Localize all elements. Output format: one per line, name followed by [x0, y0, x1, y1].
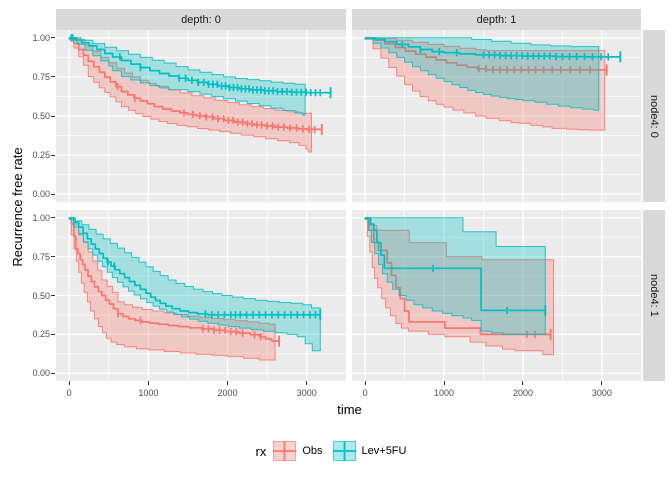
y-tick-mark — [51, 295, 55, 296]
y-tick-label: 1.00 — [32, 212, 50, 223]
legend-label-obs: Obs — [302, 445, 323, 457]
x-tick-mark — [601, 381, 603, 385]
y-tick-label: 0.75 — [32, 71, 50, 82]
x-tick-mark — [443, 381, 445, 385]
legend-key-lev5fu-swatch — [332, 441, 356, 461]
facet-strip-label: node4: 1 — [648, 274, 660, 317]
facet-strip-depth-0: depth: 0 — [56, 9, 346, 30]
y-tick-label: 0.50 — [32, 290, 50, 301]
x-tick-label: 3000 — [296, 388, 317, 398]
facet-strip-depth-1: depth: 1 — [352, 9, 641, 30]
y-tick-label: 0.25 — [32, 150, 50, 161]
y-tick-mark — [51, 333, 55, 335]
x-tick-label: 1000 — [434, 388, 455, 398]
x-tick-mark — [306, 381, 308, 385]
facet-strip-label: depth: 0 — [181, 13, 221, 26]
x-tick-mark — [147, 381, 149, 385]
legend-title: rx — [255, 443, 267, 459]
panel-depth1-node40 — [352, 30, 641, 202]
facet-strip-label: depth: 1 — [476, 13, 517, 26]
legend: rx Obs Lev+5FU — [0, 434, 672, 468]
y-tick-label: 0.25 — [32, 329, 50, 340]
y-tick-mark — [51, 193, 55, 195]
legend-label-lev5fu: Lev+5FU — [361, 445, 407, 457]
facet-strip-node4-1: node4: 1 — [643, 210, 665, 381]
x-tick-mark — [364, 381, 366, 385]
y-tick-mark — [51, 76, 55, 78]
y-tick-mark — [51, 154, 55, 156]
panel-depth1-node41 — [352, 210, 641, 381]
x-tick-label: 1000 — [138, 388, 159, 398]
legend-key-obs-swatch — [273, 441, 297, 461]
x-tick-mark — [522, 381, 524, 385]
y-tick-label: 1.00 — [32, 32, 50, 43]
y-tick-mark — [51, 217, 55, 219]
x-tick-mark — [227, 381, 229, 385]
x-tick-label: 2000 — [512, 388, 533, 398]
x-tick-label: 3000 — [591, 388, 612, 398]
y-tick-label: 0.00 — [32, 189, 50, 200]
panel-depth0-node40 — [56, 30, 346, 202]
panel-depth0-node41 — [56, 210, 346, 381]
y-tick-mark — [51, 37, 55, 39]
facet-strip-label: node4: 0 — [648, 94, 660, 138]
y-tick-label: 0.00 — [32, 368, 50, 379]
y-tick-mark — [51, 372, 55, 374]
x-tick-label: 2000 — [217, 388, 238, 398]
x-tick-label: 0 — [362, 388, 368, 398]
y-tick-mark — [51, 115, 55, 117]
y-tick-label: 0.50 — [32, 111, 50, 121]
x-tick-mark — [68, 381, 70, 385]
facet-strip-node4-0: node4: 0 — [643, 30, 665, 202]
x-tick-label: 0 — [66, 388, 72, 398]
y-tick-mark — [51, 256, 55, 258]
y-tick-label: 0.75 — [32, 251, 50, 262]
x-axis-title: time — [337, 402, 362, 417]
